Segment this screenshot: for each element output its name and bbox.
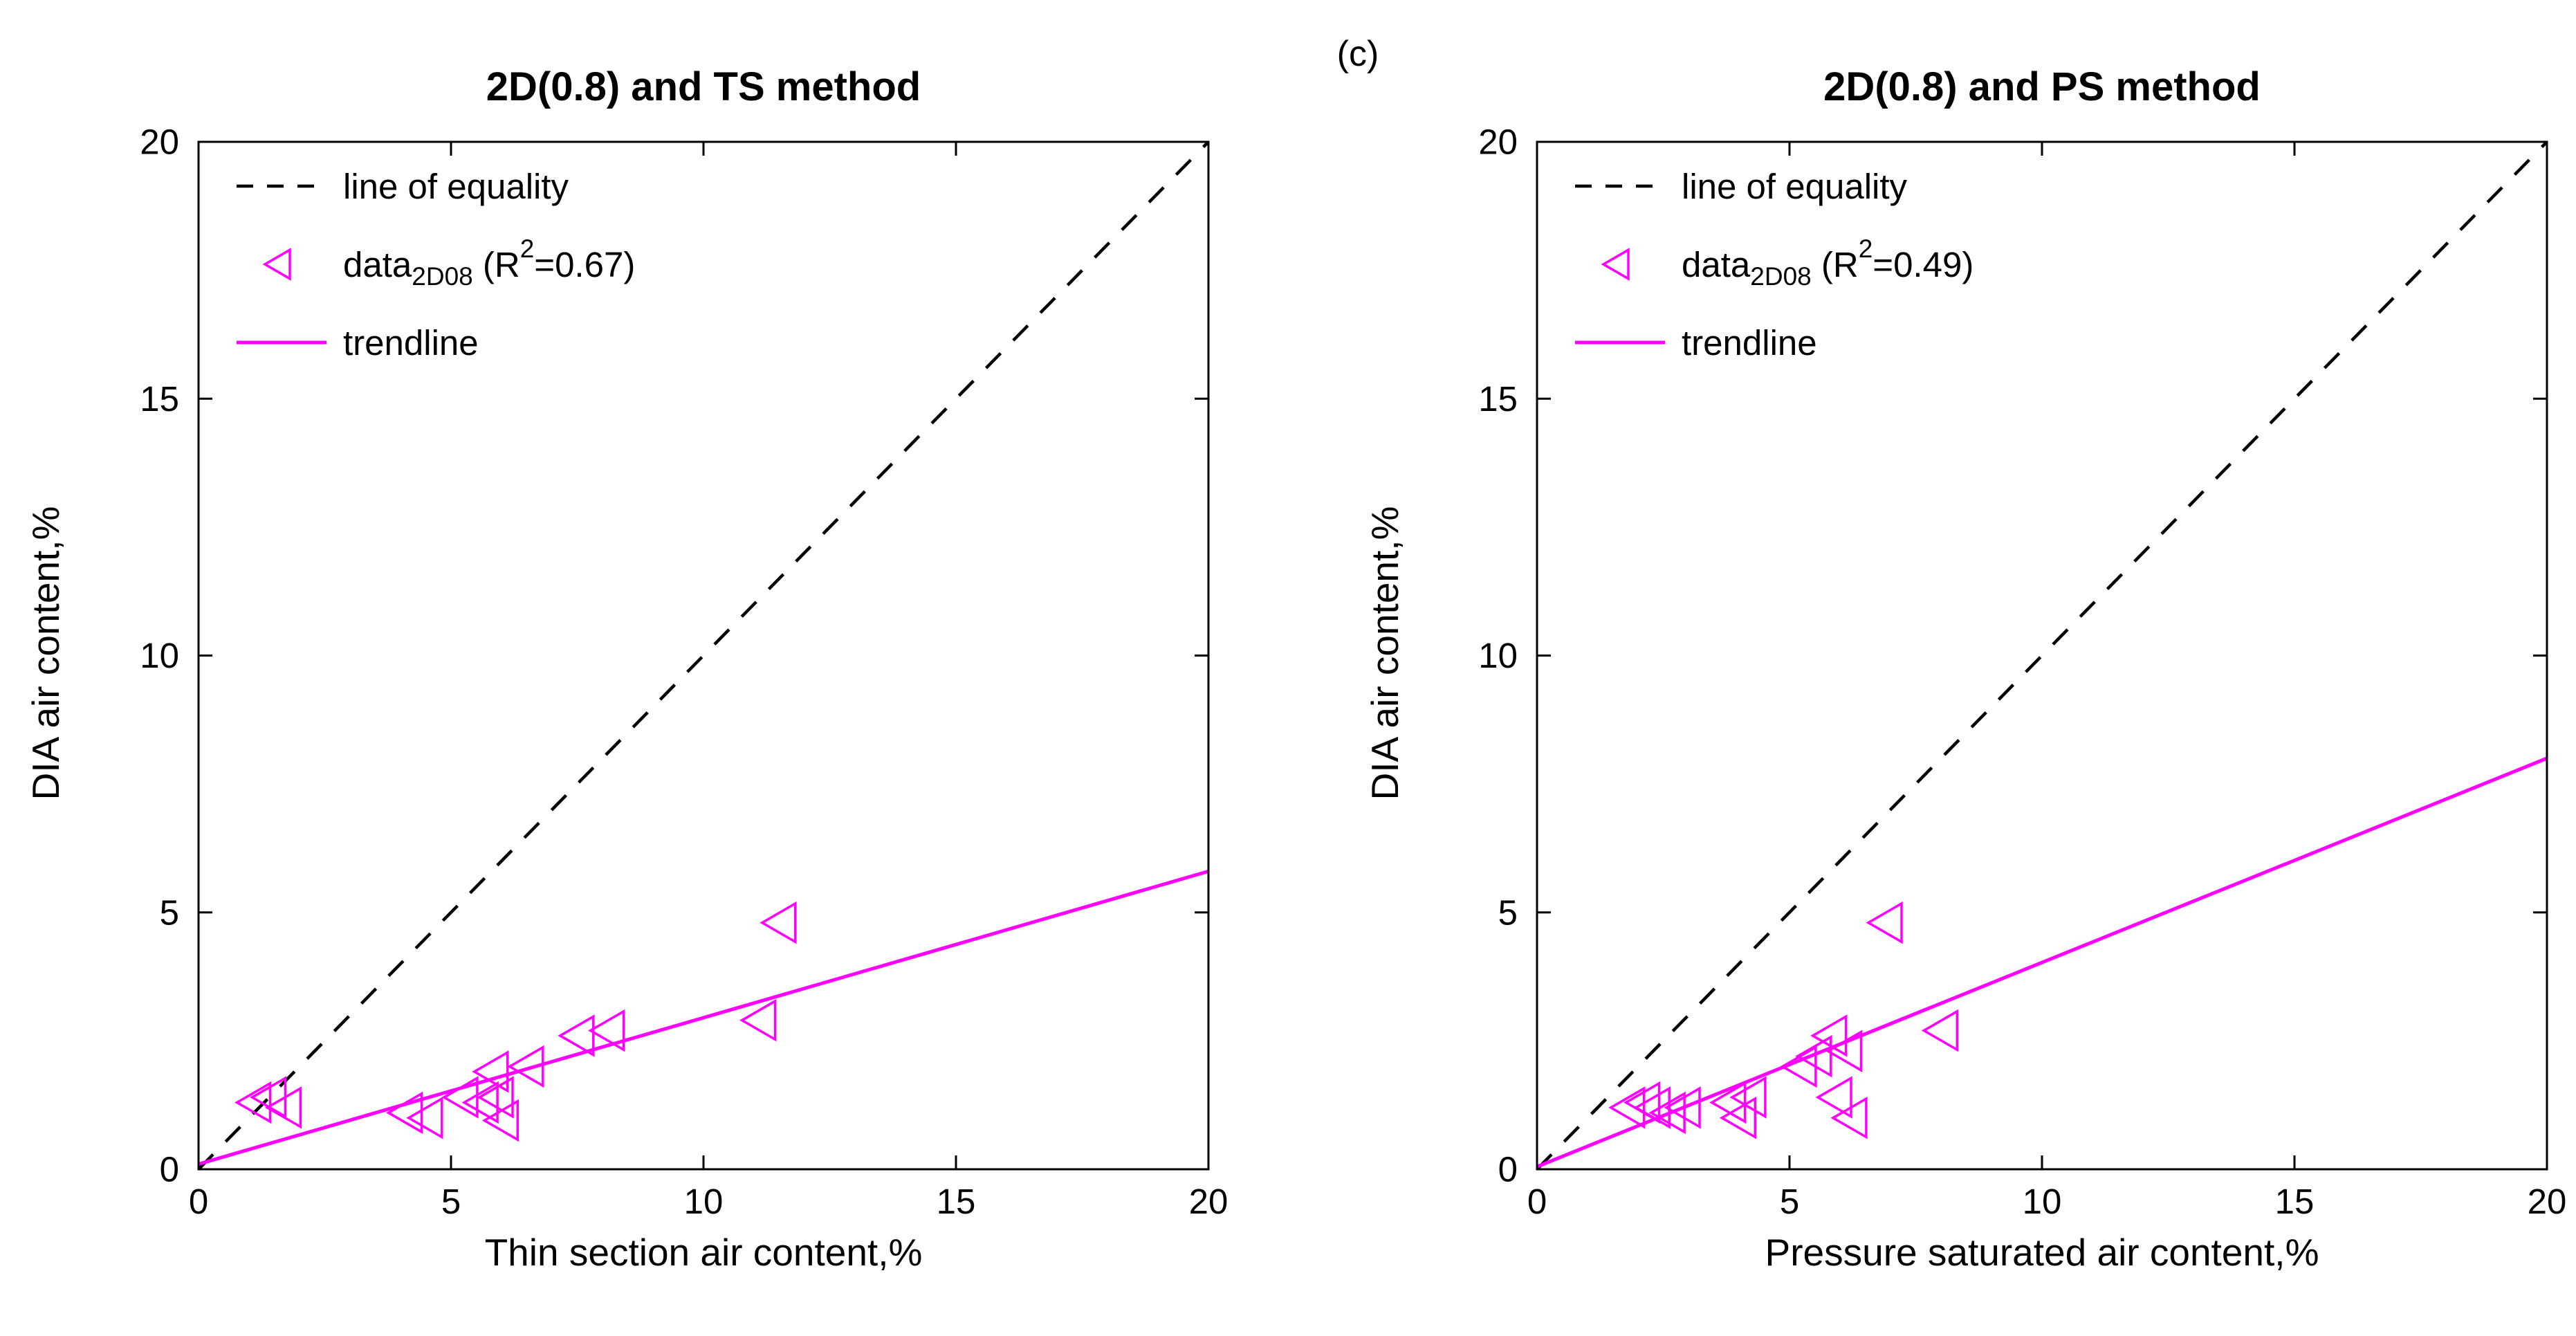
trendline [1536, 756, 2548, 1169]
panel-ts-plot: 0 5 10 15 20 0 5 10 15 20 line of equality data2D08… [140, 122, 1228, 1222]
data-point-marker [461, 1081, 499, 1124]
legend-label: line of equality [343, 167, 569, 206]
x-tick-label: 20 [2528, 1182, 2567, 1221]
data-point-marker [588, 1009, 625, 1052]
y-tick-label: 15 [140, 379, 179, 419]
data-point-marker [1608, 1086, 1646, 1129]
x-axis-label-ts: Thin section air content,% [484, 1231, 923, 1274]
x-axis-label-ps: Pressure saturated air content,% [1765, 1231, 2319, 1274]
y-tick-label: 10 [1478, 636, 1518, 675]
data-point-marker [1709, 1081, 1747, 1124]
legend-label: trendline [343, 323, 479, 363]
x-tick-label: 15 [2275, 1182, 2315, 1221]
legend-label: data2D08 (R2=0.67) [343, 235, 635, 291]
legend-label: trendline [1682, 323, 1817, 363]
y-axis-label-ps: DIA air content,% [1363, 506, 1406, 800]
data-point-marker [264, 1086, 302, 1129]
line-of-equality [1536, 140, 2548, 1171]
legend-marker-sample [1601, 248, 1630, 281]
data-point-marker [1719, 1097, 1757, 1140]
line-of-equality [197, 140, 1210, 1171]
legend-label: line of equality [1682, 167, 1908, 206]
x-tick-label: 10 [2023, 1182, 2062, 1221]
y-tick-label: 10 [140, 636, 179, 675]
legend-marker-sample [262, 248, 291, 281]
data-point-marker [558, 1014, 595, 1057]
x-tick-label: 20 [1189, 1182, 1229, 1221]
data-point-marker [1825, 1030, 1863, 1072]
y-tick-label: 0 [160, 1150, 179, 1189]
data-point-marker [1866, 901, 1903, 944]
panel-ps-plot: 0 5 10 15 20 0 5 10 15 20 line of equality data2D08… [1478, 122, 2566, 1222]
data-point-marker [481, 1099, 519, 1142]
axes-box [1536, 140, 2548, 1171]
y-axis-label-ts: DIA air content,% [24, 506, 67, 800]
data-point-marker [472, 1050, 509, 1093]
data-point-marker [477, 1076, 514, 1119]
data-point-marker [1810, 1014, 1848, 1057]
data-point-marker [234, 1081, 272, 1124]
y-tick-label: 0 [1498, 1150, 1518, 1189]
chart-title-ts: 2D(0.8) and TS method [486, 64, 921, 109]
data-point-marker [1633, 1086, 1671, 1129]
data-point-marker [507, 1045, 544, 1088]
data-point-marker [1815, 1076, 1852, 1119]
trendline [198, 869, 1209, 1166]
y-tick-label: 15 [1478, 379, 1518, 419]
x-tick-label: 10 [684, 1182, 724, 1221]
data-point-marker [760, 901, 797, 944]
figure-panel-letter: (c) [1336, 34, 1379, 74]
x-tick-label: 5 [1780, 1182, 1799, 1221]
data-point-marker [1795, 1034, 1832, 1078]
y-tick-label: 5 [1498, 893, 1518, 932]
data-point-marker [739, 998, 777, 1042]
data-point-marker [1921, 1009, 1959, 1052]
data-point-marker [406, 1097, 443, 1140]
axes-box [197, 140, 1210, 1171]
x-tick-label: 0 [189, 1182, 208, 1221]
data-point-marker [1648, 1091, 1686, 1135]
x-tick-label: 5 [441, 1182, 461, 1221]
y-tick-label: 20 [140, 122, 179, 162]
legend-label: data2D08 (R2=0.49) [1682, 235, 1974, 291]
chart-title-ps: 2D(0.8) and PS method [1823, 64, 2261, 109]
y-tick-label: 5 [160, 893, 179, 932]
data-point-marker [1729, 1076, 1767, 1119]
y-tick-label: 20 [1478, 122, 1518, 162]
data-point-marker [1830, 1097, 1868, 1140]
data-point-marker [386, 1091, 423, 1135]
x-tick-label: 15 [937, 1182, 976, 1221]
data-point-marker [1664, 1086, 1701, 1129]
x-tick-label: 0 [1527, 1182, 1547, 1221]
